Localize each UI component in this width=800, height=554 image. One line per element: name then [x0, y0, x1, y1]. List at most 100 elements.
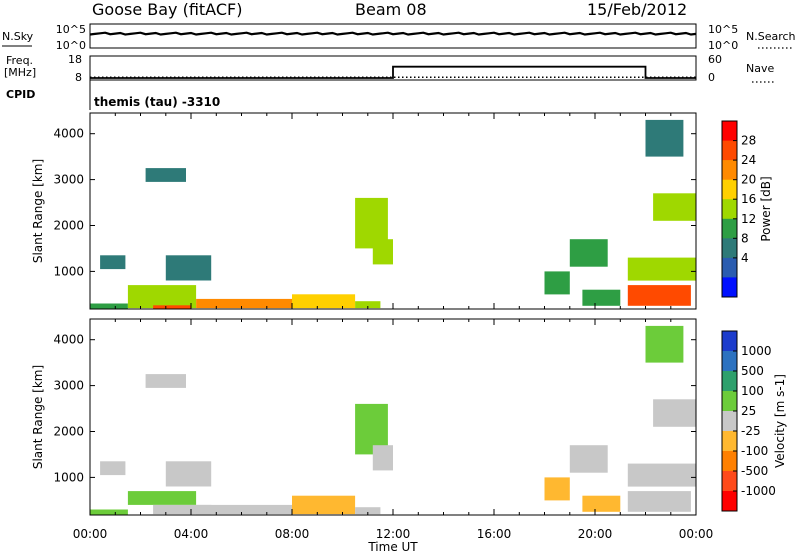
freq-left-label-2: [MHz]: [4, 66, 36, 79]
cpid-label: CPID: [6, 88, 35, 101]
velocity-colorbar-tick-label: -25: [741, 424, 761, 438]
velocity-panel: 1000 2000 3000 4000 Slant Range [km]: [31, 318, 697, 516]
time-tick-label: 12:00: [376, 527, 411, 541]
velocity-cell: [100, 461, 126, 476]
time-axis-label: Time UT: [367, 540, 418, 554]
noise-left-tick-top: 10^5: [56, 23, 86, 36]
velocity-colorbar-tick-label: -100: [741, 444, 768, 458]
freq-left-label-1: Freq.: [6, 54, 33, 67]
time-tick-label: 20:00: [578, 527, 613, 541]
velocity-colorbar-tick-label: 500: [741, 364, 764, 378]
power-colorbar-tick-label: 16: [741, 192, 756, 206]
power-cell: [569, 239, 608, 267]
noise-series-line: [89, 31, 697, 36]
velocity-cell: [165, 461, 212, 487]
power-colorbar-swatch: [722, 218, 737, 239]
power-cell: [292, 294, 356, 309]
velocity-colorbar-tick-label: 25: [741, 404, 756, 418]
power-ytick-label: 4000: [53, 127, 84, 141]
power-colorbar-label: Power [dB]: [759, 176, 773, 241]
velocity-colorbar-swatch: [722, 471, 737, 492]
cpid-text: themis (tau) -3310: [94, 95, 220, 109]
station-title: Goose Bay (fitACF): [92, 0, 242, 19]
power-colorbar-swatch: [722, 277, 737, 298]
power-cell: [653, 193, 696, 221]
power-cell: [645, 119, 684, 157]
power-colorbar-tick-label: 28: [741, 134, 756, 148]
power-colorbar-tick-label: 12: [741, 212, 756, 226]
power-ylabel: Slant Range [km]: [31, 159, 45, 263]
noise-right-label: N.Search: [746, 30, 796, 43]
velocity-colorbar-swatch: [722, 351, 737, 372]
power-cell: [153, 305, 191, 309]
velocity-colorbar: 1000 500 100 25 -25 -100 -500 -1000 Velocity [m…: [721, 330, 787, 512]
velocity-cell: [645, 325, 684, 363]
power-cell: [627, 257, 696, 281]
power-colorbar-swatch: [722, 160, 737, 181]
velocity-colorbar-swatch: [722, 451, 737, 472]
power-colorbar-tick-label: 20: [741, 173, 756, 187]
power-colorbar-swatch: [722, 121, 737, 142]
power-colorbar-tick-label: 4: [741, 251, 749, 265]
noise-right-tick-top: 10^5: [708, 23, 738, 36]
time-tick-label: 00:00: [679, 527, 714, 541]
power-cell: [145, 168, 186, 182]
velocity-cell: [127, 491, 197, 505]
velocity-ytick-label: 2000: [53, 425, 84, 439]
power-panel: 1000 2000 3000 4000 Slant Range [km]: [31, 112, 697, 310]
power-cell: [372, 239, 393, 265]
velocity-cell: [544, 477, 570, 501]
velocity-cell: [196, 504, 292, 515]
power-colorbar-tick-label: 24: [741, 153, 756, 167]
time-tick-label: 00:00: [73, 527, 108, 541]
velocity-cell: [627, 463, 696, 487]
power-ytick-label: 3000: [53, 173, 84, 187]
frequency-series-line: [90, 65, 696, 79]
velocity-cell: [145, 374, 186, 388]
time-tick-label: 08:00: [275, 527, 310, 541]
nave-right-label: Nave: [746, 62, 774, 75]
velocity-colorbar-tick-label: -1000: [741, 484, 776, 498]
power-ytick-label: 2000: [53, 219, 84, 233]
velocity-cell: [627, 491, 691, 512]
power-cell: [127, 285, 197, 309]
velocity-cell: [355, 507, 381, 515]
power-colorbar-swatch: [722, 199, 737, 220]
velocity-cell: [569, 445, 608, 473]
power-cell: [627, 285, 691, 306]
velocity-colorbar-swatch: [722, 331, 737, 352]
velocity-ytick-label: 1000: [53, 470, 84, 484]
velocity-colorbar-swatch: [722, 491, 737, 512]
power-colorbar-tick-label: 8: [741, 231, 749, 245]
freq-left-tick-bottom: 8: [75, 71, 82, 84]
velocity-colorbar-tick-label: 1000: [741, 344, 772, 358]
noise-left-tick-bottom: 10^0: [56, 39, 86, 52]
velocity-ytick-label: 4000: [53, 333, 84, 347]
velocity-colorbar-swatch: [722, 431, 737, 452]
freq-right-tick-top: 60: [708, 53, 722, 66]
noise-right-tick-bottom: 10^0: [708, 39, 738, 52]
velocity-cell: [372, 445, 393, 471]
freq-right-tick-bottom: 0: [708, 71, 715, 84]
velocity-ylabel: Slant Range [km]: [31, 365, 45, 469]
power-cell: [100, 255, 126, 270]
velocity-ytick-label: 3000: [53, 379, 84, 393]
power-cell: [582, 289, 621, 306]
beam-title: Beam 08: [355, 0, 427, 19]
velocity-colorbar-tick-label: 100: [741, 384, 764, 398]
power-cell: [544, 271, 570, 295]
velocity-cell: [90, 509, 128, 515]
frequency-panel: Freq. [MHz] 18 8 60 0 Nave CPID themis (…: [4, 53, 776, 110]
power-colorbar: 28 24 20 16 12 8 4 Power [dB]: [721, 120, 773, 298]
velocity-colorbar-swatch: [722, 371, 737, 392]
power-cell: [196, 298, 292, 309]
power-ytick-label: 1000: [53, 264, 84, 278]
time-tick-label: 04:00: [174, 527, 209, 541]
velocity-cell: [653, 399, 696, 427]
velocity-cell: [582, 495, 621, 512]
velocity-colorbar-swatch: [722, 411, 737, 432]
power-cell: [90, 303, 128, 309]
time-tick-label: 16:00: [477, 527, 512, 541]
date-title: 15/Feb/2012: [587, 0, 687, 19]
